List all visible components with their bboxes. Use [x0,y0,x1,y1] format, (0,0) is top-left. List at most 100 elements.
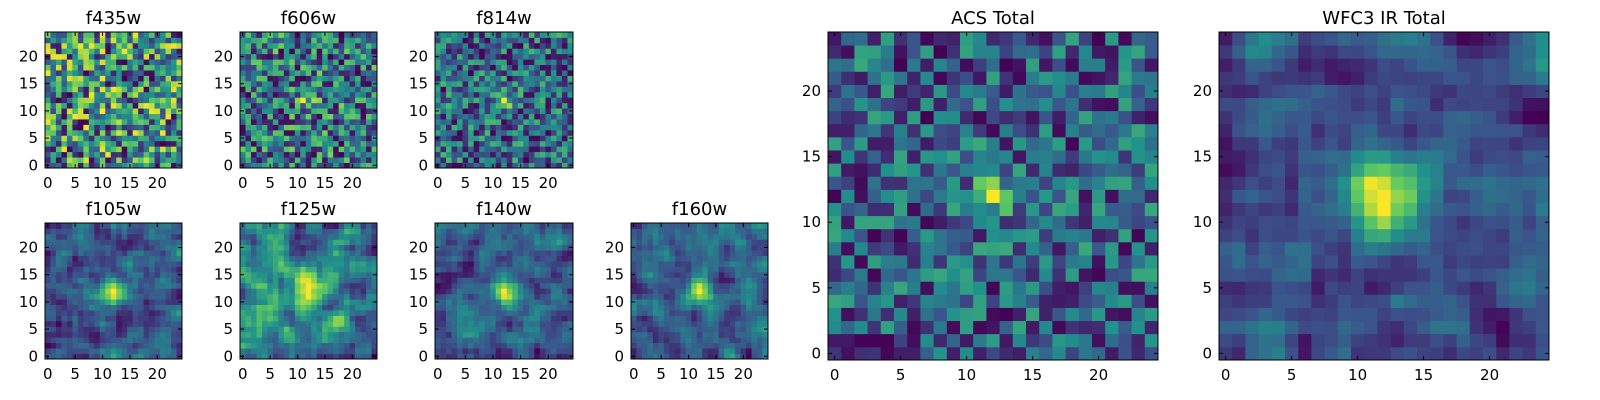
heatmap-cell [50,70,57,76]
heatmap-cell [501,282,508,289]
heatmap-cell [462,326,469,333]
heatmap-cell [261,228,268,235]
heatmap-cell [561,151,568,158]
heatmap-cell [83,293,90,300]
heatmap-cell [523,135,530,142]
heatmap-cell [446,299,452,305]
heatmap-cell [50,97,57,104]
heatmap-cell [121,75,128,82]
heatmap-cell [528,146,535,153]
heatmap-cell [132,119,139,125]
heatmap-cell [165,304,172,311]
heatmap-cell [176,288,183,295]
heatmap-cell [528,250,535,257]
heatmap-cell [105,310,112,316]
heatmap-cell [105,97,112,104]
heatmap-cell [1144,255,1159,269]
heatmap-cell [490,239,497,246]
heatmap-cell [360,271,367,278]
heatmap-cell [550,315,557,322]
heatmap-cell [261,32,268,38]
heatmap-cell [713,244,720,251]
heatmap-cell [484,288,491,295]
heatmap-cell [143,250,150,257]
heatmap-cell [143,337,150,344]
heatmap-cell [366,64,372,71]
heatmap-cell [528,320,535,327]
heatmap-cell [528,157,535,163]
heatmap-cell [462,140,469,147]
heatmap-cell [740,342,747,349]
heatmap-cell [680,304,687,311]
heatmap-cell [446,250,452,257]
heatmap-cell [94,86,101,93]
heatmap-cell [880,346,895,361]
heatmap-cell [55,233,62,240]
heatmap-cell [440,348,447,354]
heatmap-cell [457,271,463,278]
heatmap-cell [165,32,172,38]
heatmap-cell [171,228,177,235]
heatmap-cell [468,299,475,305]
heatmap-cell [658,239,665,246]
heatmap-cell [718,293,725,300]
heatmap-cell [289,42,296,49]
y-tick-label: 5 [614,320,624,338]
heatmap-cell [344,129,350,136]
heatmap-cell [462,53,469,60]
heatmap-cell [77,102,84,109]
heatmap-cell [77,293,84,300]
heatmap-cell [311,266,318,273]
heatmap-cell [501,42,508,49]
heatmap-cell [641,293,648,300]
heatmap-cell [501,157,508,163]
heatmap-cell [105,282,112,289]
heatmap-cell [523,129,530,136]
heatmap-cell [289,70,296,76]
heatmap-cell [272,310,279,316]
heatmap-cell [278,342,285,349]
heatmap-cell [696,282,703,289]
heatmap-cell [143,255,150,262]
heatmap-cell [245,157,252,163]
heatmap-cell [457,331,463,338]
heatmap-cell [473,162,480,169]
heatmap-cell [294,282,301,289]
heatmap-cell [322,129,329,136]
heatmap-cell [1144,215,1159,230]
heatmap-cell [446,42,452,49]
heatmap-cell [636,271,643,278]
heatmap-cell [841,281,855,295]
heatmap-cell [267,277,274,284]
heatmap-cell [77,331,84,338]
heatmap-cell [77,299,84,305]
heatmap-cell [311,53,318,60]
heatmap-cell [999,320,1014,335]
heatmap-cell [283,162,290,169]
heatmap-cell [127,70,134,76]
heatmap-cell [523,97,530,104]
heatmap-cell [61,135,68,142]
heatmap-cell [735,337,741,344]
heatmap-cell [479,86,486,93]
x-tick-label: 10 [93,174,112,192]
heatmap-cell [127,91,134,98]
heatmap-cell [371,86,378,93]
heatmap-cell [506,113,513,120]
heatmap-cell [83,348,90,354]
heatmap-cell [355,86,361,93]
heatmap-cell [473,315,480,322]
heatmap-cell [762,250,769,257]
heatmap-cell [713,266,720,273]
heatmap-cell [240,129,246,136]
heatmap-cell [523,86,530,93]
heatmap-cell [867,215,882,230]
heatmap-cell [99,255,106,262]
heatmap-cell [550,53,557,60]
heatmap-cell [550,42,557,49]
heatmap-cell [61,353,68,360]
heatmap-cell [556,315,563,322]
heatmap-cell [740,288,747,295]
heatmap-cell [880,176,895,190]
heatmap-cell [762,282,769,289]
